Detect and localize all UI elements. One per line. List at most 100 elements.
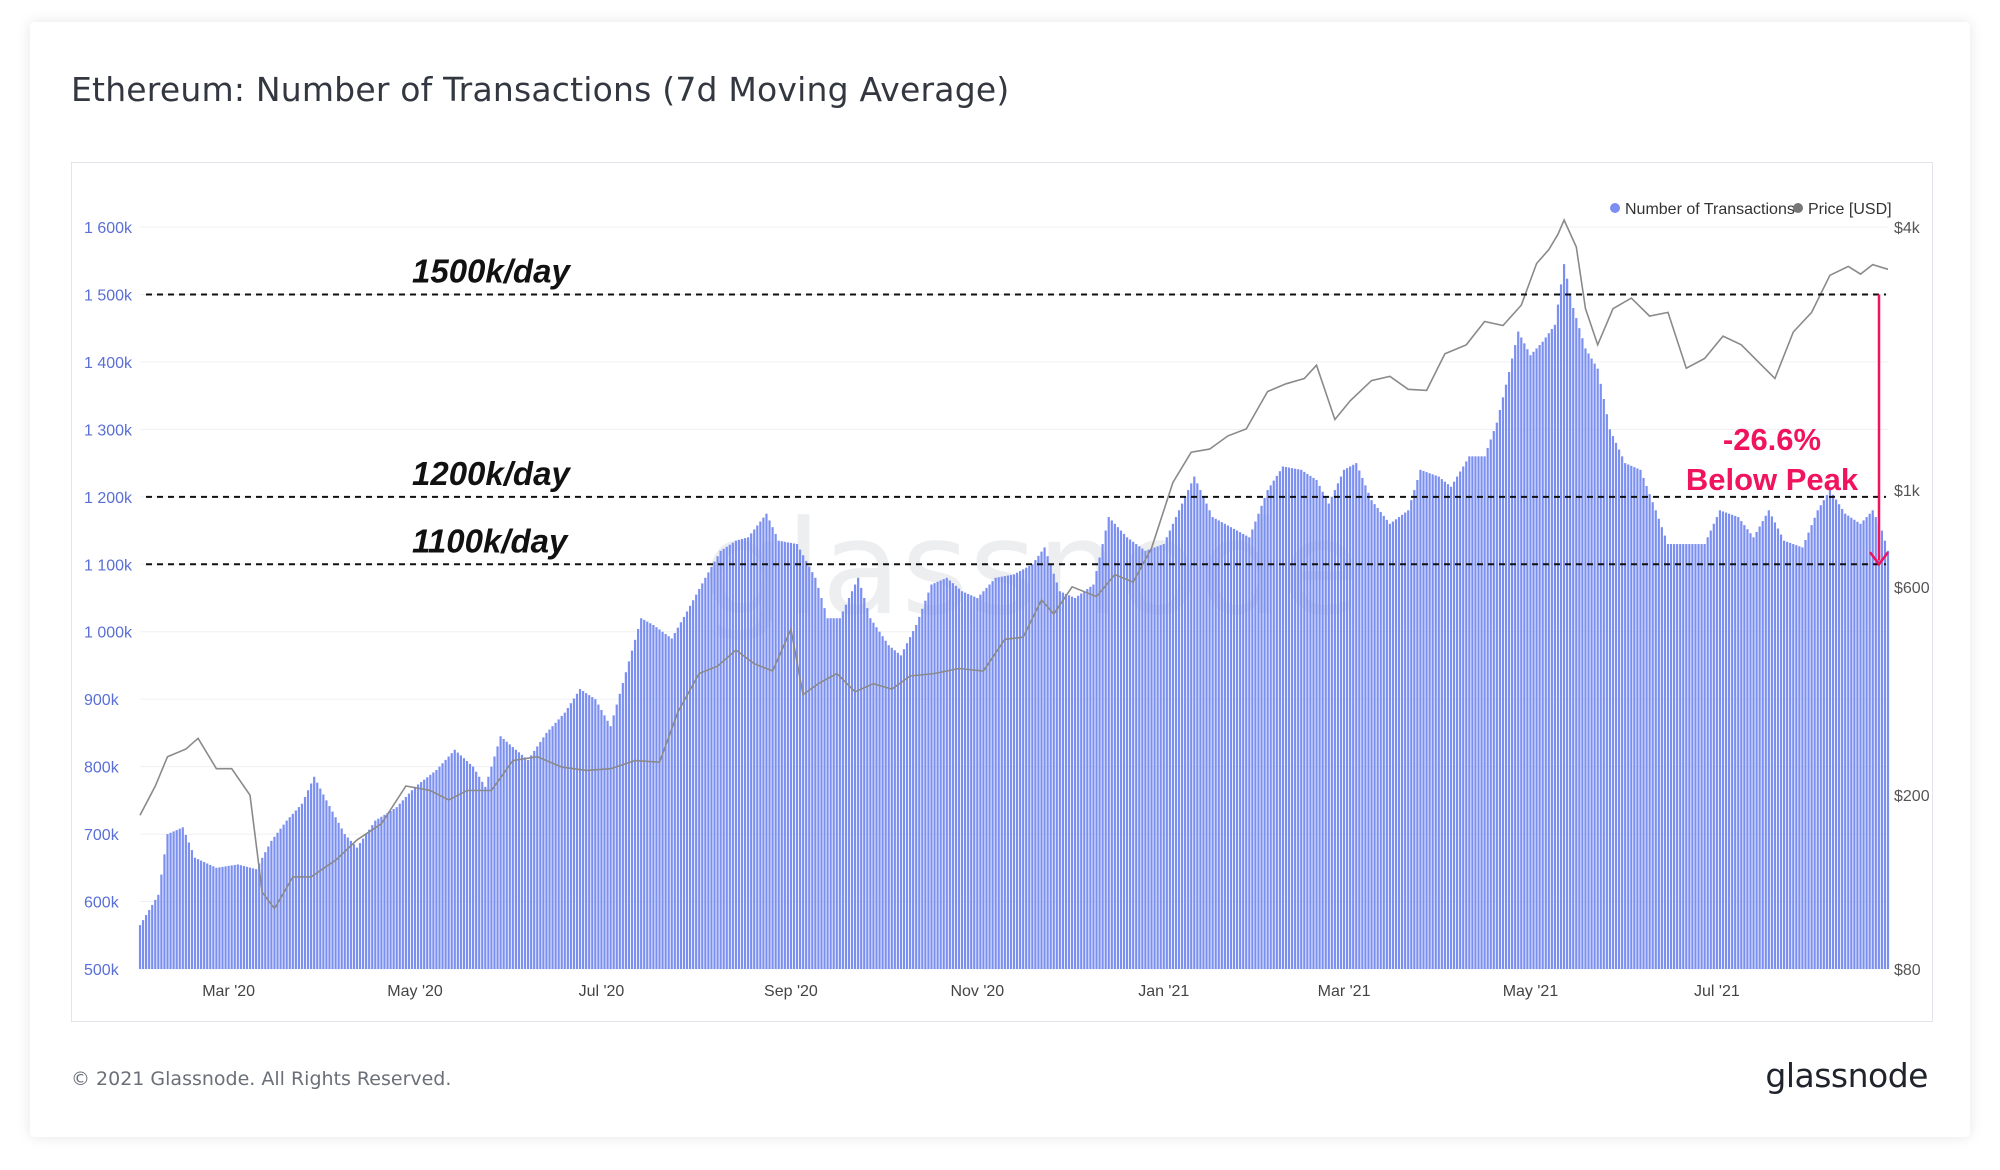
tx-bar: [239, 865, 242, 969]
tx-bar: [1621, 456, 1624, 969]
tx-bar: [875, 627, 878, 969]
tx-bar: [905, 643, 909, 969]
tx-bar: [1657, 518, 1660, 969]
tx-bar: [1434, 475, 1437, 969]
tx-bar: [679, 622, 683, 969]
tx-bar: [792, 543, 796, 969]
tx-bar: [1831, 494, 1835, 969]
tx-bar: [352, 844, 356, 969]
tx-bar: [1492, 431, 1495, 969]
tx-bar: [530, 755, 533, 969]
tx-bar: [349, 840, 352, 969]
tx-bar: [838, 618, 841, 969]
tx-bar: [1507, 372, 1511, 969]
ref-line-label: 1200k/day: [412, 455, 571, 492]
tx-bar: [276, 832, 279, 969]
tx-bar: [1086, 589, 1089, 969]
tx-bar: [478, 776, 481, 969]
tx-bar: [1456, 476, 1459, 969]
tx-bar: [1385, 519, 1388, 969]
tx-bar: [853, 584, 857, 969]
tx-bar: [701, 583, 704, 969]
tx-bar: [1782, 540, 1786, 969]
tx-bar: [1306, 473, 1309, 969]
tx-bar: [1523, 343, 1526, 969]
tx-bar: [1281, 466, 1285, 969]
tx-bar: [1009, 574, 1013, 969]
tx-bar: [1697, 544, 1700, 969]
tx-bar: [154, 899, 157, 969]
tx-bar: [1318, 485, 1321, 969]
tx-bar: [426, 777, 429, 969]
tx-bar: [1776, 528, 1780, 969]
tx-bar: [1349, 466, 1352, 969]
tx-bar: [1602, 399, 1605, 969]
tx-bar: [1083, 591, 1086, 969]
tx-bar: [1798, 546, 1801, 969]
tx-bar: [215, 867, 218, 969]
tx-bar: [1015, 572, 1019, 969]
tx-bar: [1300, 469, 1303, 969]
tx-bar: [297, 807, 301, 969]
tx-bar: [1187, 490, 1190, 969]
tx-bar: [316, 782, 319, 969]
tx-bar: [1171, 523, 1175, 969]
tx-bar: [1019, 571, 1022, 969]
tx-bar: [1605, 414, 1608, 969]
x-tick-label: Jul '21: [1694, 983, 1740, 1000]
tx-bar: [789, 542, 793, 969]
tx-bar: [1413, 490, 1416, 969]
tx-bar: [646, 621, 649, 969]
tx-bar: [459, 755, 462, 969]
tx-bar: [1150, 548, 1153, 969]
tx-bar: [1156, 546, 1159, 969]
tx-bar: [991, 581, 994, 969]
tx-bar: [1352, 464, 1355, 969]
tx-bar: [380, 816, 383, 969]
tx-bar: [224, 866, 227, 969]
tx-bar: [716, 556, 719, 969]
tx-bar: [1553, 324, 1557, 969]
tx-bar: [1355, 463, 1358, 969]
tx-bar: [1440, 479, 1443, 969]
tx-bar: [1715, 517, 1718, 969]
tx-bar: [1235, 530, 1239, 969]
glassnode-logo[interactable]: glassnode: [1765, 1056, 1928, 1095]
tx-bar: [212, 866, 215, 969]
tx-bar: [1746, 529, 1749, 969]
tx-bar: [319, 788, 322, 969]
tx-bar: [1397, 517, 1401, 969]
tx-bar: [1679, 544, 1682, 969]
tx-bar: [1165, 537, 1168, 969]
tx-bar: [786, 542, 789, 969]
tx-bar: [1807, 532, 1810, 969]
tx-bar: [750, 533, 753, 969]
tx-bar: [884, 640, 887, 969]
legend-dot-transactions: [1610, 203, 1620, 213]
tx-bar: [242, 866, 246, 969]
tx-bar: [138, 925, 142, 969]
tx-bar: [1184, 496, 1187, 969]
tx-bar: [420, 782, 423, 969]
tx-bar: [985, 587, 988, 969]
tx-bar: [1572, 307, 1575, 969]
tx-bar: [1877, 523, 1880, 969]
tx-bar: [1364, 485, 1367, 969]
tx-bar: [151, 904, 154, 969]
tx-bar: [294, 810, 297, 969]
tx-bar: [1459, 471, 1462, 969]
tx-bar: [1841, 508, 1844, 969]
tx-bar: [1648, 494, 1651, 969]
tx-bar: [1498, 409, 1501, 969]
tx-bar: [355, 847, 359, 969]
tx-bar: [1245, 535, 1248, 969]
tx-bar: [395, 807, 398, 969]
tx-bar: [1452, 481, 1456, 969]
tx-bar: [340, 828, 343, 969]
tx-bar: [1504, 384, 1508, 969]
tx-bar: [1639, 469, 1642, 969]
tx-bar: [964, 592, 967, 969]
tx-bar: [1223, 523, 1226, 969]
tx-bar: [609, 726, 612, 969]
tx-bar: [1006, 575, 1009, 969]
